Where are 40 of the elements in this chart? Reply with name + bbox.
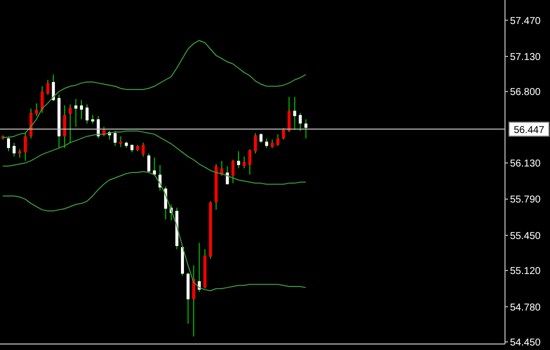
candlestick [276, 134, 280, 146]
candlestick [254, 132, 257, 154]
candlestick [114, 130, 117, 146]
y-tick-label: 57.130 [510, 52, 542, 63]
candlestick [74, 98, 78, 128]
y-tick-label: 55.450 [510, 230, 542, 242]
y-tick-label: 56.130 [510, 158, 542, 170]
candlestick [260, 132, 263, 144]
candlestick [298, 112, 302, 132]
y-tick-label: 54.780 [510, 302, 542, 314]
candlestick [248, 148, 252, 176]
candlestick [265, 138, 268, 149]
candlestick [288, 96, 291, 133]
candlestick [192, 264, 196, 338]
candlestick [237, 150, 240, 169]
candlestick [304, 118, 308, 139]
y-tick-label: 55.790 [510, 194, 542, 206]
y-tick-label: 54.450 [510, 337, 542, 348]
candlestick [147, 152, 150, 174]
ref-line-label: 56.447 [514, 125, 545, 136]
candlestick [119, 136, 122, 148]
candlestick [282, 127, 285, 140]
candlestick [242, 156, 246, 169]
candlestick [46, 79, 50, 96]
candlestick [142, 142, 145, 158]
candlestick [293, 96, 296, 130]
candlestick [63, 104, 66, 149]
y-tick-label: 56.800 [510, 87, 542, 98]
candlestick [68, 104, 72, 144]
candlestick [80, 100, 83, 120]
candlestick [24, 132, 27, 162]
candlestick [7, 136, 10, 152]
y-tick-label: 55.120 [510, 266, 542, 278]
candlestick [12, 142, 16, 158]
y-tick-label: 57.470 [510, 16, 542, 27]
candlestick [35, 102, 38, 117]
candlestick [231, 159, 234, 184]
candlestick [52, 74, 55, 102]
candlestick [86, 104, 89, 124]
candlestick [40, 86, 44, 114]
